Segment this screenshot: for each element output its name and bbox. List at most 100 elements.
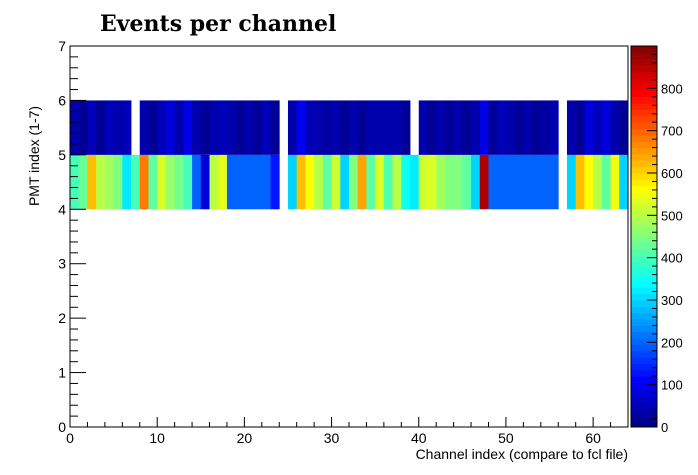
heatmap-cell — [375, 154, 385, 210]
heatmap-cell — [584, 154, 594, 210]
heatmap-cell — [505, 154, 516, 210]
heatmap-cell — [540, 154, 550, 210]
heatmap-cell — [453, 100, 463, 155]
heatmap-cell — [444, 154, 455, 210]
heatmap-cell — [610, 154, 620, 210]
heatmap-cell — [270, 100, 280, 155]
heatmap-cell — [453, 154, 463, 210]
colorbar-segment — [631, 376, 657, 384]
y-tick-label: 6 — [58, 92, 66, 108]
x-axis-label: Channel index (compare to fcl file) — [416, 446, 628, 462]
colorbar-segment — [631, 90, 657, 98]
colorbar-segment — [631, 52, 657, 60]
heatmap-cell — [165, 100, 176, 155]
colorbar-segment — [631, 173, 657, 180]
x-tick-label: 0 — [66, 430, 74, 446]
heatmap-cell — [287, 154, 298, 210]
y-axis-label: PMT index (1-7) — [26, 106, 42, 206]
heatmap-cell — [549, 100, 559, 155]
heatmap-cell — [410, 154, 420, 210]
heatmap-cell — [418, 100, 428, 155]
colorbar-segment — [631, 179, 657, 187]
heatmap-cell — [192, 100, 202, 155]
heatmap-cell — [601, 154, 611, 210]
colorbar-segment — [631, 300, 657, 307]
colorbar-segment — [631, 268, 657, 276]
colorbar-segment — [631, 255, 657, 263]
heatmap-cell — [183, 154, 193, 210]
heatmap-cell — [383, 100, 393, 155]
heatmap-cell — [70, 154, 80, 210]
heatmap-cell — [427, 100, 437, 155]
colorbar-segment — [631, 58, 657, 66]
heatmap-cell — [174, 154, 184, 210]
colorbar-segment — [631, 211, 657, 218]
colorbar-segment — [631, 204, 657, 212]
heatmap-cell — [619, 100, 629, 155]
heatmap-cell — [349, 154, 359, 210]
colorbar-segment — [631, 192, 657, 199]
heatmap-cell — [296, 100, 306, 155]
heatmap-cell — [514, 100, 524, 155]
heatmap-cell — [584, 100, 594, 155]
heatmap-cell — [357, 100, 367, 155]
colorbar-segment — [631, 65, 657, 72]
colorbar-tick-label: 400 — [661, 251, 683, 266]
colorbar-segment — [631, 363, 657, 371]
heatmap-cell — [436, 100, 446, 155]
heatmap-cell — [488, 154, 498, 210]
heatmap-cell — [444, 100, 455, 155]
heatmap-cell — [575, 100, 585, 155]
heatmap-cell — [514, 154, 524, 210]
x-tick-label: 50 — [498, 430, 514, 446]
heatmap-cell — [462, 100, 472, 155]
chart-title: Events per channel — [100, 11, 336, 37]
heatmap-cell — [462, 154, 472, 210]
heatmap-cell — [148, 100, 158, 155]
heatmap-cell — [96, 100, 106, 155]
heatmap-cell — [322, 100, 332, 155]
colorbar-segment — [631, 401, 657, 409]
heatmap-cell — [70, 100, 80, 155]
colorbar-segment — [631, 274, 657, 282]
heatmap-cell — [314, 100, 324, 155]
colorbar-tick-label: 700 — [661, 124, 683, 139]
heatmap-cell — [157, 154, 167, 210]
y-tick-label: 0 — [58, 419, 66, 435]
heatmap-cell — [322, 154, 332, 210]
heatmap-cell — [78, 154, 88, 210]
colorbar-segment — [631, 287, 657, 295]
x-tick-label: 20 — [237, 430, 253, 446]
heatmap-cell — [497, 100, 507, 155]
heatmap-cell — [139, 154, 149, 210]
heatmap-cell — [183, 100, 193, 155]
colorbar-segment — [631, 217, 657, 225]
colorbar-segment — [631, 344, 657, 352]
colorbar-segment — [631, 325, 657, 333]
colorbar-segment — [631, 261, 657, 269]
colorbar: 0 100 200 300 400 500 600 700 800 — [630, 45, 683, 435]
heatmap-cell — [601, 100, 611, 155]
colorbar-segment — [631, 420, 657, 428]
colorbar-segment — [631, 96, 657, 104]
colorbar-tick-label: 800 — [661, 81, 683, 96]
heatmap-cell — [104, 154, 114, 210]
y-tick-label: 2 — [58, 310, 66, 326]
colorbar-segment — [631, 147, 657, 155]
colorbar-frame — [630, 45, 658, 428]
y-tick-label: 4 — [58, 201, 66, 217]
colorbar-tick-label: 0 — [661, 420, 668, 435]
heatmap-cell — [314, 154, 324, 210]
heatmap-cell — [392, 154, 402, 210]
colorbar-segment — [631, 128, 657, 136]
heatmap-cell — [375, 100, 385, 155]
heatmap-cell — [479, 100, 489, 155]
colorbar-segment — [631, 280, 657, 288]
heatmap-cell — [610, 100, 620, 155]
colorbar-tick-label: 500 — [661, 208, 683, 223]
heatmap-cell — [78, 100, 88, 155]
heatmap-cell — [523, 154, 533, 210]
colorbar-segment — [631, 338, 657, 345]
y-tick-label: 5 — [58, 147, 66, 163]
colorbar-segment — [631, 141, 657, 149]
